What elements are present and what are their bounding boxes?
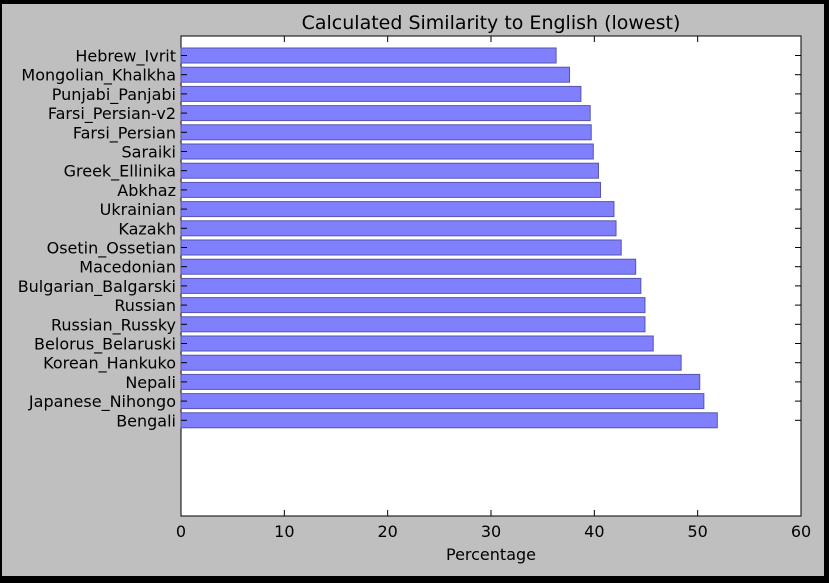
y-tick-labels: Hebrew_IvritMongolian_KhalkhaPunjabi_Pan… xyxy=(18,47,176,431)
bar-greek-ellinika xyxy=(180,162,599,179)
bar-chart: Calculated Similarity to English (lowest… xyxy=(18,12,811,564)
y-tick-label: Bengali xyxy=(116,411,176,430)
bar-korean-hankuko xyxy=(180,354,682,371)
x-tick-labels: 0 10 20 30 40 50 60 xyxy=(176,522,811,541)
y-tick-label: Hebrew_Ivrit xyxy=(75,47,176,67)
bar-bengali xyxy=(180,412,718,429)
chart-title: Calculated Similarity to English (lowest… xyxy=(302,12,681,34)
bar-punjabi-panjabi xyxy=(180,85,582,102)
y-tick-label: Kazakh xyxy=(118,219,176,238)
x-tick-label: 0 xyxy=(176,522,186,541)
bar-osetin-ossetian xyxy=(180,239,622,256)
y-tick-label: Farsi_Persian xyxy=(73,123,176,143)
bar-japanese-nihongo xyxy=(180,393,705,410)
bar-abkhaz xyxy=(180,181,602,198)
y-tick-label: Macedonian xyxy=(79,258,176,277)
y-tick-label: Farsi_Persian-v2 xyxy=(48,104,176,124)
bar-mongolian-khalkha xyxy=(180,66,571,83)
bar-bulgarian-balgarski xyxy=(180,277,642,294)
bar-kazakh xyxy=(180,220,617,237)
x-tick-label: 60 xyxy=(791,522,811,541)
y-tick-label: Nepali xyxy=(125,373,176,392)
tick-marks xyxy=(180,36,802,516)
y-tick-label: Mongolian_Khalkha xyxy=(21,66,176,86)
x-tick-label: 50 xyxy=(687,522,707,541)
bar-russian xyxy=(180,297,646,314)
bars-group xyxy=(180,47,718,429)
y-tick-label: Osetin_Ossetian xyxy=(47,239,176,259)
x-tick-label: 10 xyxy=(274,522,294,541)
bar-nepali xyxy=(180,373,701,390)
x-axis-label: Percentage xyxy=(446,545,536,564)
y-tick-label: Russian xyxy=(114,296,176,315)
y-tick-label: Belorus_Belaruski xyxy=(34,335,176,355)
figure-canvas: Calculated Similarity to English (lowest… xyxy=(2,4,824,576)
x-tick-label: 20 xyxy=(377,522,397,541)
x-tick-label: 30 xyxy=(481,522,501,541)
bar-macedonian xyxy=(180,258,637,275)
x-tick-label: 40 xyxy=(584,522,604,541)
y-tick-label: Japanese_Nihongo xyxy=(28,392,176,412)
bar-belorus-belaruski xyxy=(180,335,654,352)
bar-farsi-persian xyxy=(180,124,592,141)
bar-russian-russky xyxy=(180,316,646,333)
bar-hebrew-ivrit xyxy=(180,47,557,64)
y-tick-label: Ukrainian xyxy=(100,200,176,219)
bar-farsi-persian-v2 xyxy=(180,105,591,122)
y-tick-label: Greek_Ellinika xyxy=(64,162,176,182)
y-tick-label: Russian_Russky xyxy=(51,315,176,335)
bar-saraiki xyxy=(180,143,594,160)
y-tick-label: Abkhaz xyxy=(117,181,176,200)
y-tick-label: Bulgarian_Balgarski xyxy=(18,277,176,297)
y-tick-label: Punjabi_Panjabi xyxy=(52,85,176,105)
y-tick-label: Saraiki xyxy=(122,143,177,162)
bar-ukrainian xyxy=(180,201,615,218)
y-tick-label: Korean_Hankuko xyxy=(43,354,176,374)
